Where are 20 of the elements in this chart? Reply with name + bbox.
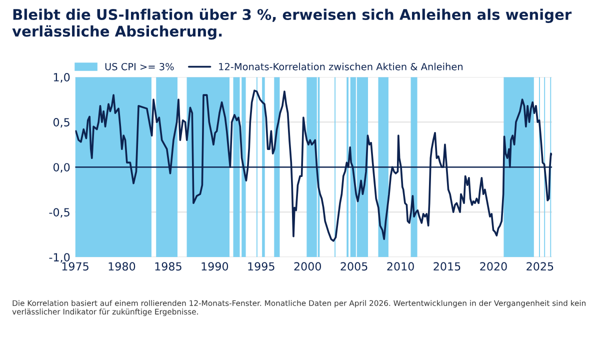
line-series: [75, 90, 552, 242]
x-tick-label: 2010: [387, 262, 414, 271]
x-tick-label: 2005: [340, 262, 368, 271]
x-tick-label: 1995: [248, 262, 274, 271]
chart-title: Bleibt die US-Inflation über 3 %, erweisen sich Anleihen als weniger verlässliche Absicherung.: [12, 8, 572, 40]
x-tick-label: 2000: [294, 262, 321, 271]
y-tick-label: 0,0: [53, 163, 70, 173]
x-tick-label: 2025: [526, 262, 554, 271]
x-tick-label: 1975: [62, 262, 88, 271]
y-tick-label: 1,0: [54, 73, 70, 83]
x-tick-label: 2015: [434, 262, 460, 271]
legend-label: US CPI >= 3%: [105, 62, 174, 70]
legend-label: 12-Monats-Korrelation zwischen Aktien & Anleihen: [219, 62, 463, 70]
x-tick-label: 1985: [155, 262, 182, 271]
x-tick-label: 1980: [108, 262, 136, 271]
x-tick-label: 2020: [480, 262, 507, 271]
y-tick-label: -1,0: [49, 253, 70, 263]
y-tick-label: 0,5: [53, 118, 70, 128]
x-tick-label: 1990: [202, 262, 228, 271]
y-tick-label: -0,5: [49, 208, 70, 218]
